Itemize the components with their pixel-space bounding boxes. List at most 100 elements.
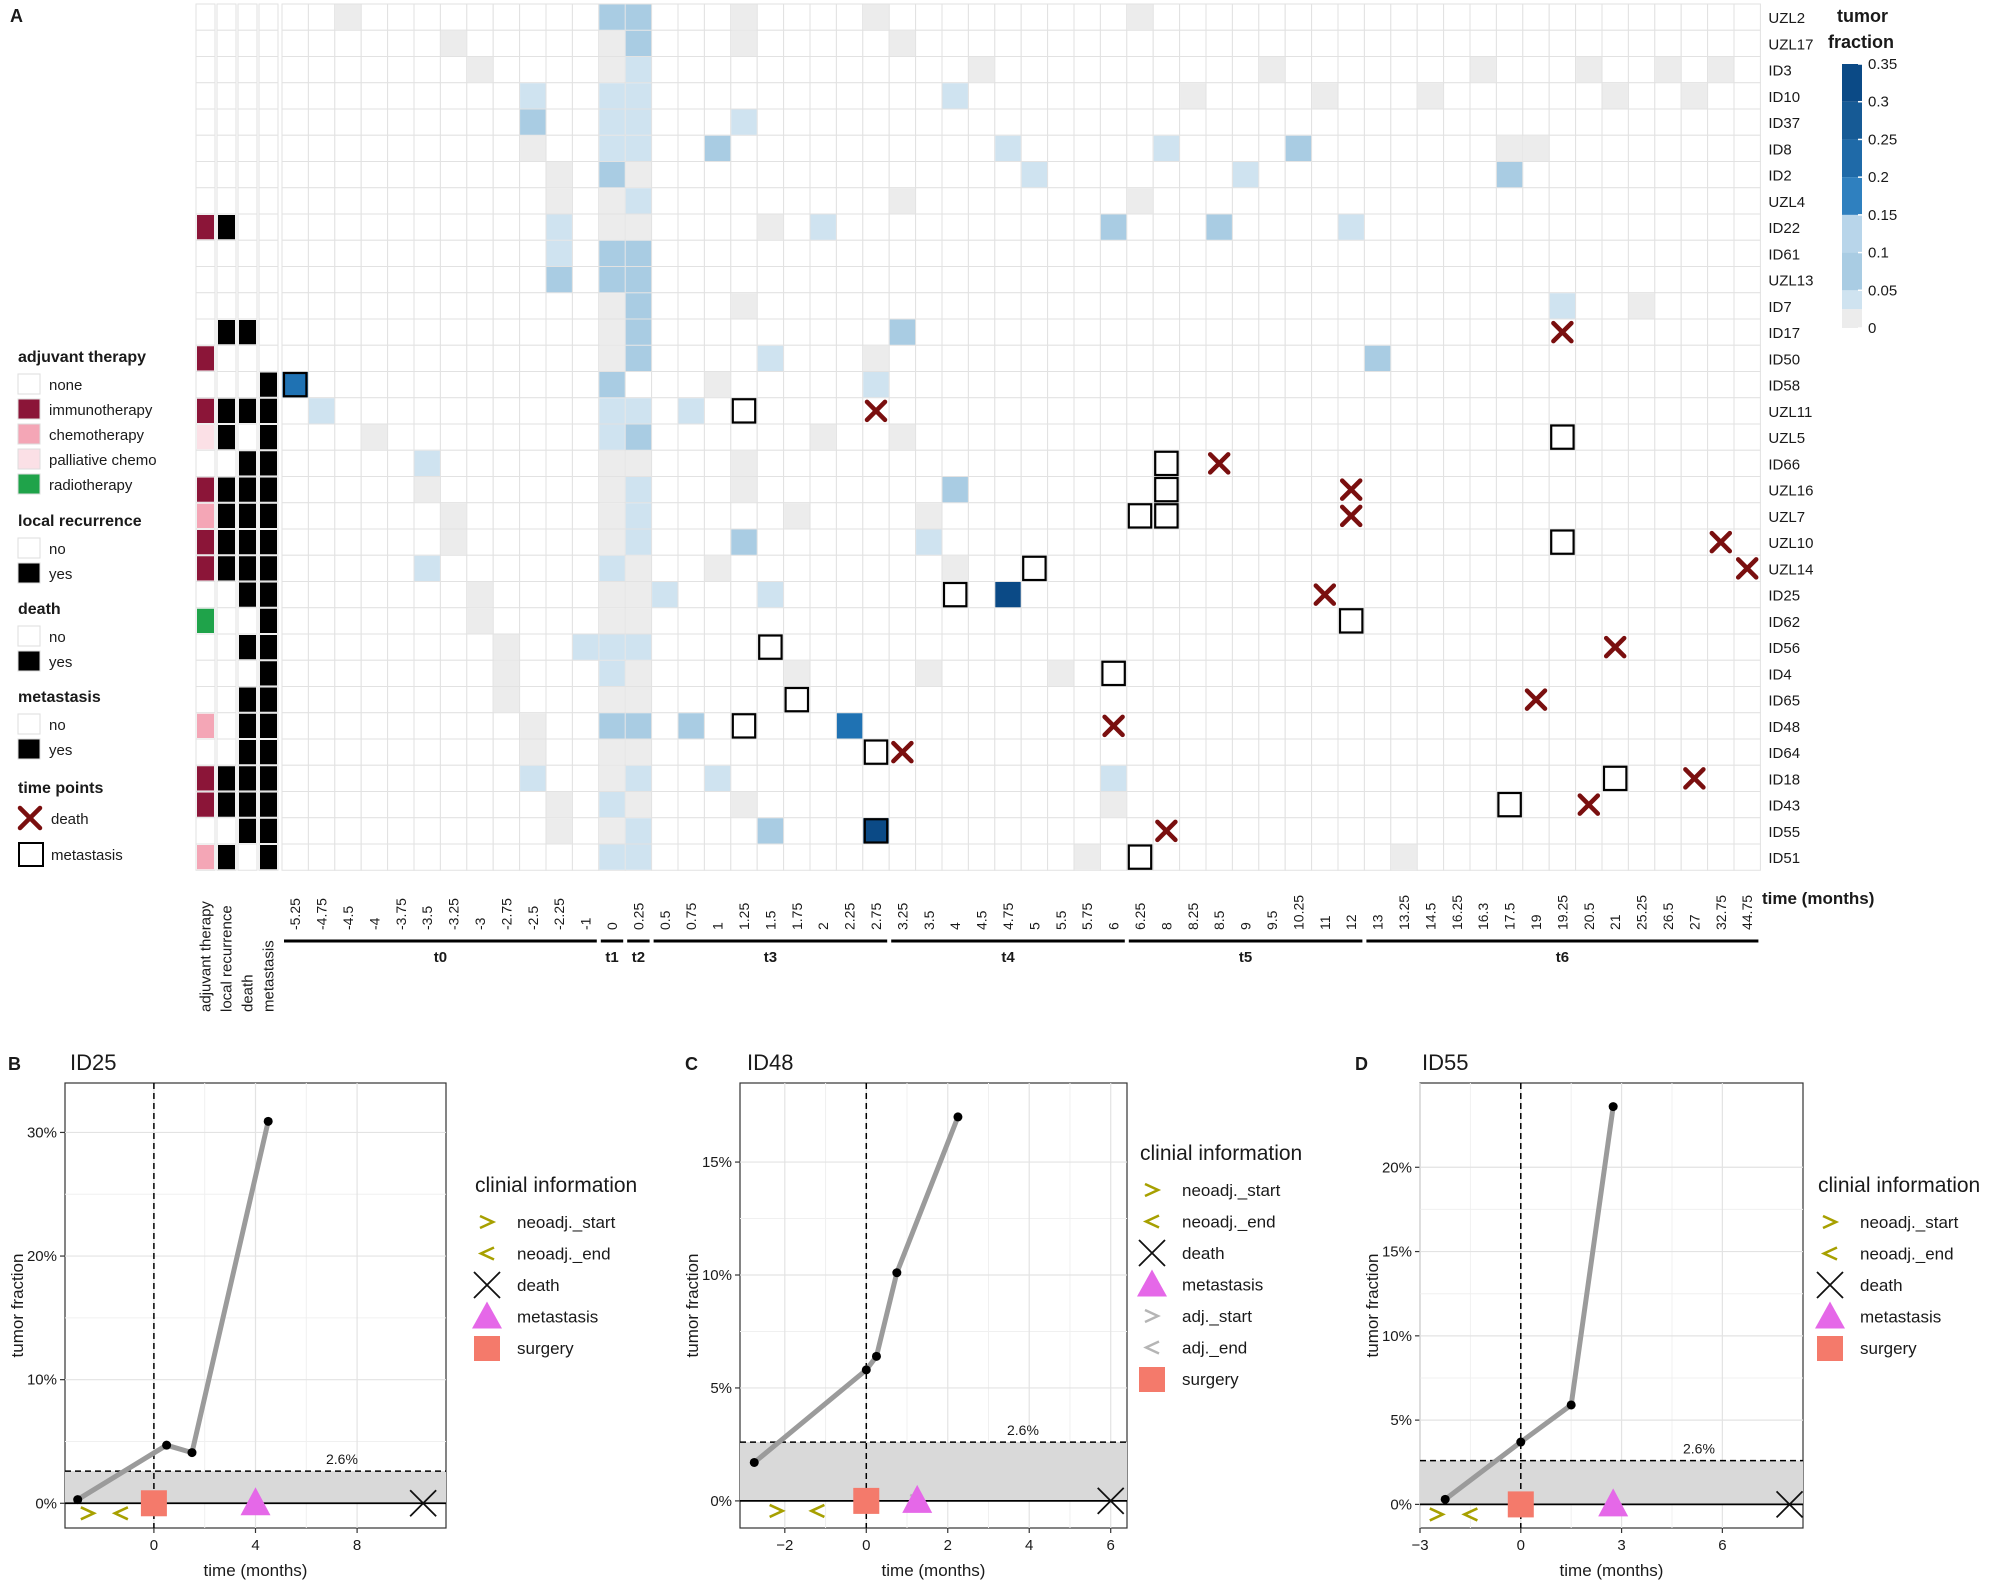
- time-tick-label: 13: [1370, 914, 1386, 930]
- heatmap-cell-bg: [1337, 449, 1365, 477]
- heatmap-cell-bg: [967, 686, 996, 714]
- heatmap-cell-bg: [703, 581, 732, 609]
- legend-item-neoadj--start: neoadj._start: [1860, 1213, 1959, 1232]
- heatmap-cell-bg: [1363, 659, 1392, 687]
- heatmap-cell-bg: [1020, 476, 1049, 504]
- heatmap-cell-bg: [1469, 712, 1497, 740]
- row-label-id3: ID3: [1768, 63, 1791, 80]
- heatmap-cell: [1100, 214, 1127, 240]
- legend-item-none: none: [49, 377, 82, 394]
- heatmap-cell-bg: [1073, 344, 1101, 372]
- heatmap-cell-bg: [519, 449, 547, 477]
- colorbar-tick-label: 0: [1868, 320, 1876, 337]
- heatmap-cell-bg: [1020, 397, 1049, 425]
- time-tick-label: 19: [1528, 914, 1544, 930]
- heatmap-cell-bg: [651, 607, 679, 635]
- heatmap-cell-bg: [1231, 266, 1260, 294]
- heatmap-cell-bg: [439, 161, 468, 189]
- heatmap-cell-bg: [307, 134, 336, 162]
- heatmap-cell-bg: [1152, 397, 1181, 425]
- heatmap-cell-bg: [1627, 659, 1656, 687]
- time-tick-label: -4: [366, 917, 382, 930]
- heatmap-cell-bg: [756, 554, 785, 582]
- heatmap-cell-bg: [941, 738, 969, 766]
- clinical-cell-bg: [258, 134, 279, 162]
- heatmap-cell-bg: [1390, 344, 1418, 372]
- heatmap-cell-bg: [941, 423, 969, 451]
- heatmap-cell-bg: [1311, 134, 1339, 162]
- heatmap-cell: [599, 529, 625, 555]
- clinical-cell-bg: [216, 266, 237, 294]
- heatmap-cell-bg: [888, 161, 917, 189]
- heatmap-cell-bg: [413, 791, 441, 819]
- heatmap-cell-bg: [492, 344, 521, 372]
- threshold-label: 2.6%: [1683, 1441, 1715, 1457]
- heatmap-cell-bg: [466, 82, 494, 110]
- heatmap-cell-bg: [1126, 423, 1154, 451]
- adjuvant-cell: [197, 766, 214, 791]
- heatmap-cell-bg: [1284, 581, 1313, 609]
- time-tick-label: 2.25: [842, 903, 858, 930]
- heatmap-cell-bg: [1179, 712, 1207, 740]
- row-label-id7: ID7: [1768, 299, 1791, 316]
- heatmap-cell-bg: [783, 108, 811, 136]
- metastasis-cell: [260, 503, 277, 528]
- heatmap-cell-bg: [1522, 607, 1550, 635]
- heatmap-cell-bg: [1363, 449, 1392, 477]
- death-mark: [1102, 714, 1125, 738]
- heatmap-cell-bg: [1073, 449, 1101, 477]
- heatmap-cell-bg: [1258, 292, 1286, 320]
- heatmap-cell-bg: [1522, 318, 1550, 346]
- local-recurrence-cell: [218, 792, 235, 817]
- plot-area: [1419, 1082, 1804, 1529]
- heatmap-cell-bg: [1443, 817, 1471, 845]
- heatmap-cell-bg: [1522, 449, 1550, 477]
- heatmap-cell-bg: [1575, 633, 1603, 661]
- heatmap-cell-bg: [1205, 843, 1233, 871]
- heatmap-cell-bg: [1707, 344, 1735, 372]
- heatmap-cell: [704, 555, 731, 581]
- heatmap-cell-bg: [413, 239, 441, 267]
- heatmap-cell-bg: [651, 82, 679, 110]
- legend-title-adjuvant-therapy: adjuvant therapy: [18, 349, 146, 366]
- heatmap-cell: [625, 608, 652, 634]
- heatmap-cell-bg: [334, 476, 362, 504]
- heatmap-cell-bg: [1231, 633, 1260, 661]
- heatmap-cell-bg: [1073, 292, 1101, 320]
- heatmap-cell-bg: [334, 712, 362, 740]
- heatmap-cell-bg: [1311, 843, 1339, 871]
- heatmap-cell-bg: [1311, 29, 1339, 57]
- heatmap-cell-bg: [413, 108, 441, 136]
- legend-item-surgery: surgery: [517, 1339, 574, 1358]
- metastasis-box: [863, 739, 889, 765]
- heatmap-cell-bg: [571, 161, 600, 189]
- heatmap-cell-bg: [756, 423, 785, 451]
- heatmap-cell-bg: [1126, 371, 1154, 399]
- heatmap-cell-bg: [1073, 476, 1101, 504]
- heatmap-cell-bg: [1601, 528, 1629, 556]
- heatmap-cell-bg: [1601, 843, 1629, 871]
- heatmap-cell-bg: [334, 344, 362, 372]
- data-point: [162, 1440, 172, 1450]
- heatmap-cell-bg: [835, 3, 864, 31]
- neoadj-start-marker: [80, 1506, 97, 1521]
- heatmap-cell-bg: [809, 791, 837, 819]
- heatmap-cell-bg: [1311, 344, 1339, 372]
- heatmap-cell: [678, 713, 704, 739]
- heatmap-cell-bg: [1047, 318, 1075, 346]
- heatmap-cell-bg: [1680, 528, 1709, 556]
- heatmap-cell-bg: [571, 791, 600, 819]
- heatmap-cell-bg: [1548, 817, 1577, 845]
- adjuvant-cell: [197, 503, 214, 528]
- clinical-cell-bg: [258, 213, 279, 241]
- heatmap-cell-bg: [519, 266, 547, 294]
- time-tick-label: -4.75: [314, 898, 330, 930]
- clinical-cell-bg: [237, 371, 258, 399]
- heatmap-cell-bg: [1284, 843, 1313, 871]
- heatmap-cell-bg: [1654, 187, 1682, 215]
- heatmap-cell: [599, 30, 625, 56]
- heatmap-cell-bg: [1654, 659, 1682, 687]
- heatmap-cell-bg: [545, 82, 573, 110]
- heatmap-cell-bg: [413, 738, 441, 766]
- heatmap-cell-bg: [1469, 292, 1497, 320]
